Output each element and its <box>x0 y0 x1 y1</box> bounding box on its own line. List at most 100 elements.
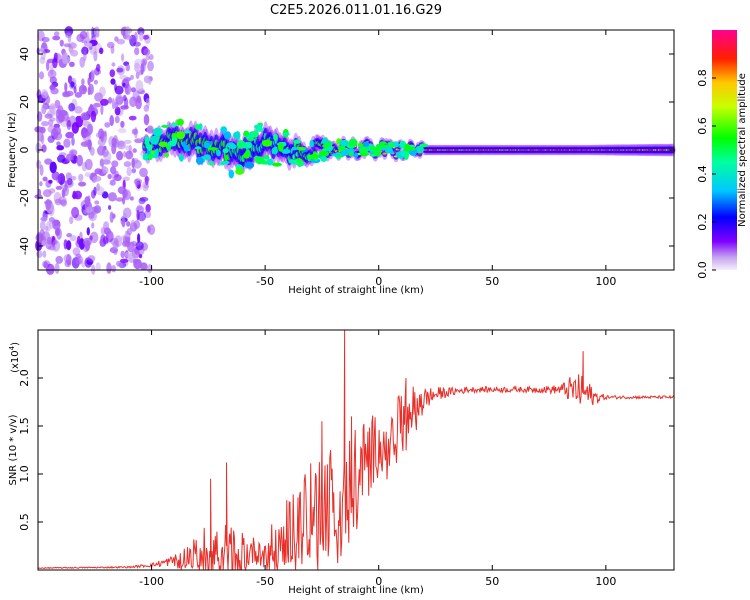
noise-blob <box>39 47 45 53</box>
noise-blob <box>123 161 132 168</box>
noise-blob <box>96 183 101 192</box>
ridge-blob <box>272 146 278 155</box>
noise-blob <box>93 50 98 62</box>
ridge-blob <box>393 141 399 148</box>
noise-blob <box>132 148 137 153</box>
ridge-blob <box>163 153 170 158</box>
noise-blob <box>78 173 84 182</box>
noise-blob <box>42 189 52 198</box>
noise-blob <box>120 250 125 259</box>
ridge-blob <box>194 124 200 130</box>
noise-blob <box>41 36 50 43</box>
ridge-blob <box>220 126 227 134</box>
noise-blob <box>85 42 93 47</box>
noise-blob <box>147 60 154 72</box>
noise-blob <box>84 158 93 171</box>
noise-blob <box>48 188 56 194</box>
noise-blob <box>90 110 97 123</box>
noise-blob <box>64 259 72 268</box>
noise-blob <box>123 139 132 144</box>
noise-blob <box>70 175 77 181</box>
noise-blob <box>111 143 117 155</box>
noise-blob <box>40 133 45 145</box>
noise-blob <box>110 78 116 85</box>
ridge-blob <box>273 133 278 141</box>
noise-blob <box>35 159 42 169</box>
noise-blob <box>142 34 149 40</box>
noise-blob <box>104 122 111 128</box>
noise-blob <box>93 26 100 36</box>
spectrogram-frame <box>37 29 675 271</box>
noise-blob <box>69 48 75 54</box>
noise-blob <box>49 161 57 174</box>
noise-blob <box>55 185 63 190</box>
ridge-blob <box>195 156 204 165</box>
ridge-blob <box>183 130 191 134</box>
noise-blob <box>109 115 114 127</box>
noise-blob <box>100 103 104 116</box>
noise-blob <box>46 60 50 71</box>
ridge-blob <box>150 135 159 145</box>
noise-blob <box>137 233 141 244</box>
ridge-blob <box>208 147 218 151</box>
noise-blob <box>124 252 132 258</box>
noise-blob <box>133 220 141 230</box>
noise-blob <box>39 56 46 64</box>
noise-blob <box>122 82 126 87</box>
ridge-blob <box>194 146 202 150</box>
spectrogram-ticks: -100 -50 0 50 100 -40 -20 0 20 40 <box>18 30 674 288</box>
noise-blob <box>83 237 92 247</box>
ridge-blob <box>198 123 203 131</box>
noise-blob <box>93 79 98 85</box>
snr-plot-area <box>38 330 674 570</box>
noise-blob <box>41 104 47 115</box>
colorbar-gradient <box>712 30 737 270</box>
noise-blob <box>116 38 126 45</box>
noise-blob <box>78 84 87 95</box>
noise-blob <box>99 98 109 106</box>
noise-blob <box>79 30 88 40</box>
noise-blob <box>43 261 48 269</box>
noise-blob <box>48 179 53 184</box>
noise-blob <box>135 71 140 80</box>
noise-blob <box>76 154 83 167</box>
noise-blob <box>65 32 72 38</box>
ridge-blob <box>389 150 394 154</box>
noise-blob <box>114 36 119 42</box>
spectrogram-ytick-label: 20 <box>18 95 31 109</box>
noise-blob <box>117 128 127 134</box>
ridge-blob <box>208 160 214 166</box>
noise-blob <box>87 86 91 96</box>
noise-blob <box>61 188 66 198</box>
noise-blob <box>87 255 96 263</box>
ridge-blob <box>321 138 329 144</box>
noise-blob <box>94 92 103 102</box>
ridge-blob <box>255 156 265 165</box>
spectrogram-xtick-label: 100 <box>595 275 616 288</box>
noise-blob <box>112 240 119 249</box>
noise-blob <box>75 258 82 265</box>
ridge-blob <box>220 160 230 165</box>
noise-blob <box>39 164 44 176</box>
snr-multiplier-base: (x10 <box>10 350 21 373</box>
noise-blob <box>39 220 46 232</box>
noise-blob <box>42 250 47 258</box>
ridge-blob <box>266 158 274 166</box>
ridge-blob <box>178 154 184 162</box>
noise-blob <box>58 196 67 205</box>
snr-panel: -100 -50 0 50 100 0.5 1.0 1.5 2.0 Height of stra… <box>8 329 675 596</box>
noise-blob <box>116 260 122 267</box>
noise-blob <box>144 175 149 186</box>
ridge-blob <box>148 153 153 161</box>
noise-blob <box>55 255 63 264</box>
spectrogram-ytick-label: -40 <box>18 237 31 255</box>
noise-blob <box>100 227 106 235</box>
ridge-blob <box>400 150 407 156</box>
noise-blob <box>71 137 75 146</box>
ridge-blob <box>158 141 168 147</box>
noise-blob <box>126 221 131 227</box>
ridge-blob <box>176 118 184 126</box>
ridge-blob <box>263 154 270 160</box>
noise-blob <box>124 83 132 96</box>
